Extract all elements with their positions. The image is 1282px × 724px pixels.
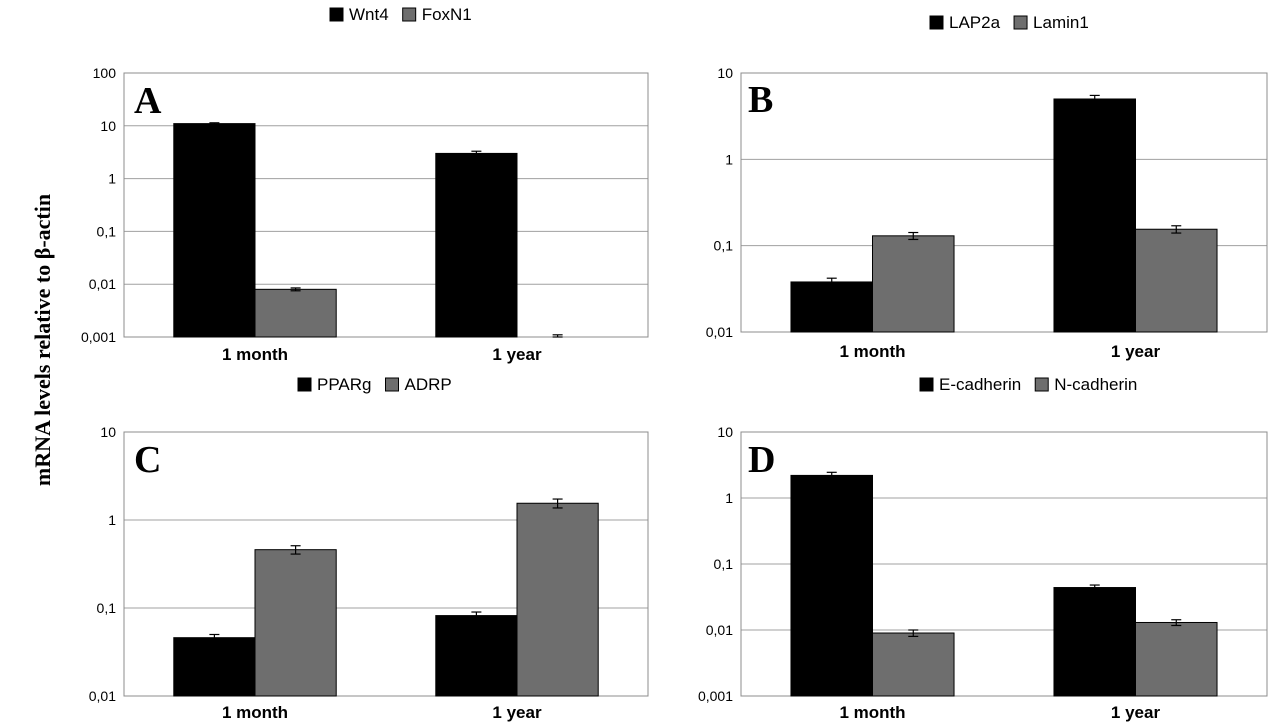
legend-label: Lamin1 [1033, 13, 1089, 32]
x-category-label: 1 month [222, 703, 288, 722]
x-category-label: 1 year [492, 345, 542, 364]
y-tick-label: 1 [108, 512, 116, 528]
x-category-label: 1 month [839, 703, 905, 722]
x-category-label: 1 month [839, 342, 905, 361]
chart-panel-c: 0,01 0,1 1 10 1 month 1 year C PPARg ADRP [89, 375, 649, 722]
legend: LAP2a Lamin1 [929, 13, 1089, 32]
y-tick-label: 1 [725, 490, 733, 506]
bar-lamin1-1-month [872, 235, 955, 333]
bar-lamin1-1-year [1135, 228, 1218, 333]
y-tick-label: 10 [717, 65, 733, 81]
y-tick-label: 0,01 [89, 276, 116, 292]
legend-label: Wnt4 [349, 5, 389, 24]
chart-panel-a: 0,001 0,01 0,1 1 10 100 1 month 1 year A Wnt4 FoxN… [81, 5, 649, 364]
y-tick-label: 0,1 [714, 238, 734, 254]
legend-swatch [402, 7, 417, 22]
panel-letter: B [748, 79, 773, 121]
y-axis-label: mRNA levels relative to β-actin [30, 194, 55, 486]
y-tick-label: 10 [717, 424, 733, 440]
legend-swatch [297, 377, 312, 392]
bar-e-cadherin-1-month [790, 474, 873, 697]
legend-swatch [1034, 377, 1049, 392]
error-bar [826, 471, 837, 480]
bar-lap2a-1-month [790, 281, 873, 333]
chart-panel-d: 0,001 0,01 0,1 1 10 1 month 1 year D E-cadherin N… [698, 375, 1268, 722]
bar-foxn1-1-month [254, 288, 337, 338]
y-tick-label: 100 [93, 65, 117, 81]
panel-letter: C [134, 439, 161, 481]
y-tick-label: 0,001 [698, 688, 733, 704]
error-bar [290, 287, 301, 292]
error-bar [1089, 94, 1100, 104]
error-bar [552, 334, 563, 338]
bar-n-cadherin-1-month [872, 632, 955, 697]
y-tick-label: 0,001 [81, 329, 116, 345]
error-bar [908, 629, 919, 637]
x-category-label: 1 month [222, 345, 288, 364]
error-bar [1171, 619, 1182, 627]
bar-n-cadherin-1-year [1135, 621, 1218, 697]
plot-area [123, 72, 649, 338]
y-tick-label: 0,1 [97, 600, 117, 616]
legend-swatch [329, 7, 344, 22]
y-tick-label: 1 [108, 171, 116, 187]
legend-swatch [385, 377, 399, 392]
legend-label: PPARg [317, 375, 372, 394]
bar-adrp-1-month [254, 549, 337, 697]
panel-letter: D [748, 439, 775, 481]
legend-label: ADRP [405, 375, 452, 394]
legend-label: FoxN1 [422, 5, 472, 24]
legend-swatch [929, 15, 944, 30]
legend: E-cadherin N-cadherin [919, 375, 1137, 394]
panel-letter: A [134, 80, 162, 122]
legend: PPARg ADRP [297, 375, 452, 394]
y-tick-label: 0,01 [706, 324, 733, 340]
y-tick-label: 10 [100, 424, 116, 440]
bar-wnt4-1-month [173, 123, 256, 338]
error-bar [1089, 584, 1100, 591]
y-tick-label: 0,01 [89, 688, 116, 704]
plot-area [740, 431, 1268, 697]
y-tick-label: 0,1 [714, 556, 734, 572]
y-tick-label: 10 [100, 118, 116, 134]
legend-label: N-cadherin [1054, 375, 1137, 394]
bar-pparg-1-year [435, 615, 518, 697]
x-category-label: 1 year [1111, 703, 1161, 722]
error-bar [471, 150, 482, 157]
bar-adrp-1-year [516, 502, 599, 697]
bar-e-cadherin-1-year [1053, 587, 1136, 697]
legend-label: E-cadherin [939, 375, 1021, 394]
legend-swatch [919, 377, 934, 392]
plot-area [740, 72, 1268, 333]
error-bar [209, 633, 220, 642]
bar-wnt4-1-year [435, 152, 518, 338]
error-bar [290, 545, 301, 555]
y-tick-label: 1 [725, 151, 733, 167]
x-category-label: 1 year [1111, 342, 1161, 361]
chart-panel-b: 0,01 0,1 1 10 1 month 1 year B LAP2a Lamin1 [706, 13, 1268, 361]
y-tick-label: 0,1 [97, 223, 117, 239]
bar-lap2a-1-year [1053, 98, 1136, 333]
error-bar [471, 611, 482, 621]
legend-label: LAP2a [949, 13, 1001, 32]
x-category-label: 1 year [492, 703, 542, 722]
error-bar [1171, 225, 1182, 234]
error-bar [209, 122, 220, 126]
error-bar [826, 277, 837, 287]
bar-pparg-1-month [173, 637, 256, 697]
error-bar [908, 231, 919, 241]
legend-swatch [1013, 15, 1028, 30]
y-tick-label: 0,01 [706, 622, 733, 638]
plot-area [123, 431, 649, 697]
error-bar [552, 498, 563, 509]
legend: Wnt4 FoxN1 [329, 5, 472, 24]
